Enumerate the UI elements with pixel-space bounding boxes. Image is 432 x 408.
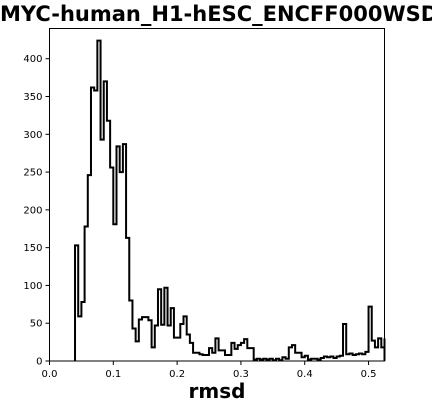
y-tick-label: 0 xyxy=(36,357,42,368)
x-tick-label: 0.5 xyxy=(361,369,377,380)
y-tick-label: 250 xyxy=(23,168,42,179)
chart-title: MYC-human_H1-hESC_ENCFF000WSD xyxy=(0,2,432,26)
y-tick-label: 150 xyxy=(23,243,42,254)
y-tick-label: 300 xyxy=(23,130,42,141)
y-tick-label: 50 xyxy=(30,319,43,330)
y-tick-label: 100 xyxy=(23,281,42,292)
x-axis: 0.0 0.1 0.2 0.3 0.4 0.5 xyxy=(42,361,377,380)
x-tick-label: 0.2 xyxy=(169,369,185,380)
x-tick-label: 0.4 xyxy=(297,369,313,380)
y-tick-label: 350 xyxy=(23,92,42,103)
plot-frame xyxy=(49,28,385,362)
y-tick-label: 200 xyxy=(23,205,42,216)
x-tick-label: 0.3 xyxy=(233,369,249,380)
y-tick-label: 400 xyxy=(23,54,42,65)
y-axis: 0 50 100 150 200 250 300 350 400 xyxy=(23,54,50,368)
x-tick-label: 0.1 xyxy=(105,369,121,380)
x-tick-label: 0.0 xyxy=(42,369,58,380)
x-axis-label: rmsd xyxy=(189,379,246,403)
histogram-series-line xyxy=(74,39,386,362)
